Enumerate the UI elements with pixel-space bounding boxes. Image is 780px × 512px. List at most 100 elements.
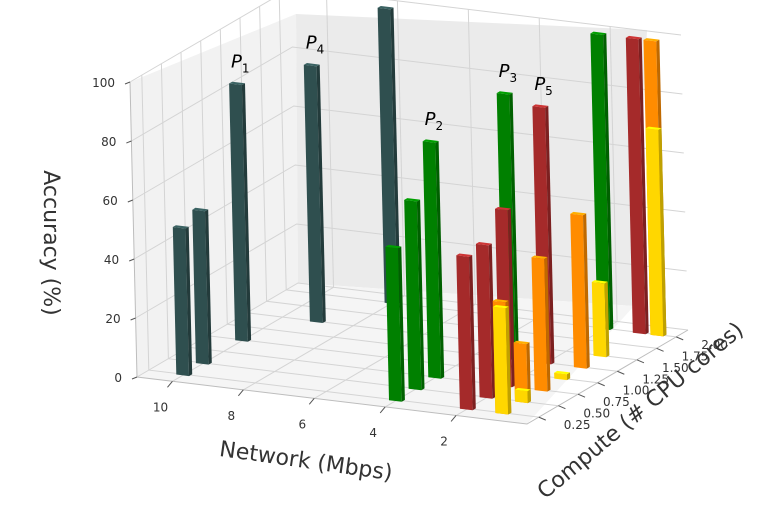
bar-side-face <box>316 64 326 323</box>
bar-front-face <box>570 213 587 369</box>
bar-top-face <box>645 126 662 130</box>
y-tick-label: 1.75 <box>682 349 709 363</box>
z-tick-label: 80 <box>101 135 116 149</box>
bar <box>591 280 610 358</box>
grid-line-z <box>132 105 684 201</box>
bar <box>475 242 496 399</box>
y-tick-mark <box>636 359 645 364</box>
bar-side-face <box>638 37 649 335</box>
x-tick-mark <box>167 380 173 388</box>
z-tick-label: 100 <box>92 76 115 90</box>
x-tick-mark <box>308 398 315 405</box>
z-tick-mark <box>126 140 132 144</box>
bar-top-face <box>591 280 608 284</box>
y-tick-mark <box>577 393 586 398</box>
bar-top-face <box>514 387 531 392</box>
bar <box>404 198 425 391</box>
z-tick-mark <box>131 376 138 380</box>
x-tick-label: 4 <box>369 426 377 440</box>
bar-front-face <box>514 389 528 404</box>
x-tick-mark <box>237 389 244 397</box>
bar-front-face <box>303 64 323 324</box>
point-label-subscript: 2 <box>435 119 443 133</box>
bar-top-face <box>422 139 439 143</box>
bar-top-face <box>531 255 548 259</box>
bar-front-face <box>492 306 509 415</box>
bar-top-face <box>456 253 473 257</box>
bar-front-face <box>554 372 567 381</box>
bar-front-face <box>172 227 189 377</box>
y-tick-label: 1.00 <box>623 384 650 398</box>
bar-front-face <box>513 342 528 404</box>
bar <box>456 253 476 411</box>
bar-top-face <box>192 207 209 212</box>
bar-side-face <box>505 306 512 415</box>
bar-top-face <box>496 91 513 95</box>
y-tick-label: 0.25 <box>564 418 591 432</box>
bar-side-face <box>488 243 496 399</box>
z-tick-mark <box>127 199 133 203</box>
bar-top-face <box>643 38 660 42</box>
grid-line-y <box>259 6 657 349</box>
bar <box>625 35 649 335</box>
z-tick-label: 60 <box>103 194 118 208</box>
bar <box>514 387 531 404</box>
y-tick-mark <box>617 370 625 375</box>
grid-line-x <box>172 0 335 382</box>
bar-side-face <box>185 226 193 377</box>
bar-side-face <box>526 342 531 404</box>
bar-front-face <box>385 246 402 402</box>
bar-front-face <box>377 7 398 305</box>
y-tick-label: 0.75 <box>603 395 630 409</box>
bar <box>172 225 193 377</box>
grid-line-y <box>160 63 559 407</box>
bar-top-face <box>229 81 245 85</box>
bar-front-face <box>645 128 664 337</box>
bar-side-face <box>544 257 551 392</box>
bar-side-face <box>545 105 555 365</box>
grid-line-x <box>314 9 476 399</box>
x-axis-label: Network (Mbps) <box>218 437 394 486</box>
bar-side-face <box>509 92 519 361</box>
bar-top-face <box>385 244 402 249</box>
y-tick-mark <box>676 336 684 341</box>
z-tick-mark <box>130 317 136 321</box>
point-label-subscript: 5 <box>545 84 553 98</box>
bar-front-face <box>625 37 646 335</box>
grid-line-z <box>131 46 683 142</box>
z-tick-mark <box>124 81 131 85</box>
bar-side-face <box>604 281 610 358</box>
point-label-subscript: 4 <box>317 43 325 57</box>
z-tick-mark <box>129 258 135 262</box>
bar-top-face <box>404 198 421 202</box>
y-tick-label: 2.00 <box>701 338 728 352</box>
bar-top-face <box>475 242 492 246</box>
y-tick-mark <box>656 347 664 352</box>
y-tick-label: 0.50 <box>583 407 610 421</box>
z-tick-label: 0 <box>114 371 122 385</box>
bar <box>590 31 614 330</box>
bar-top-face <box>492 299 509 303</box>
bar-side-face <box>507 208 516 388</box>
bar-top-face <box>492 305 509 309</box>
x-tick-label: 8 <box>228 409 236 423</box>
bar-top-face <box>303 63 320 67</box>
left-back-pane <box>130 14 298 377</box>
bar-front-face <box>531 257 548 392</box>
bar-front-face <box>456 255 473 411</box>
y-tick-mark <box>558 405 566 410</box>
bar-front-face <box>229 83 248 342</box>
grid-line-z <box>129 0 682 83</box>
grid-line-y <box>141 75 539 418</box>
bar <box>645 126 667 337</box>
bar-side-face <box>241 83 252 342</box>
point-label-subscript: 1 <box>242 61 250 75</box>
x-tick-label: 10 <box>153 400 168 414</box>
bar <box>192 207 212 365</box>
bar <box>385 244 405 402</box>
bar <box>570 211 590 369</box>
bar-front-face <box>591 281 607 358</box>
x-tick-label: 6 <box>298 417 306 431</box>
bar-side-face <box>566 372 571 381</box>
